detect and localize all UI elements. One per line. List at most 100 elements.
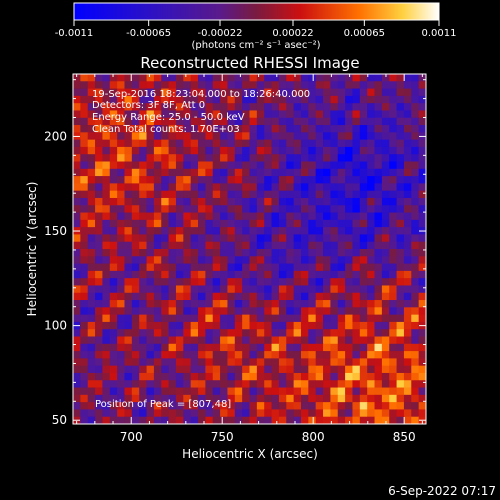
heatmap-cell	[374, 336, 383, 345]
heatmap-cell	[352, 278, 361, 286]
heatmap-cell	[345, 110, 353, 119]
heatmap-cell	[308, 234, 317, 243]
heatmap-cell	[161, 110, 169, 119]
heatmap-cell	[389, 278, 397, 286]
heatmap-cell	[153, 402, 162, 410]
heatmap-cell	[308, 300, 317, 308]
heatmap-cell	[80, 205, 89, 213]
heatmap-cell	[271, 219, 280, 228]
heatmap-cell	[109, 212, 118, 221]
heatmap-cell	[352, 219, 361, 228]
heatmap-cell	[175, 212, 184, 221]
heatmap-cell	[286, 168, 295, 177]
heatmap-cell	[139, 227, 147, 235]
heatmap-cell	[242, 365, 250, 374]
heatmap-cell	[278, 219, 287, 228]
heatmap-cell	[80, 197, 89, 206]
heatmap-cell	[131, 358, 140, 367]
heatmap-cell	[117, 176, 125, 184]
heatmap-cell	[315, 132, 324, 141]
heatmap-cell	[212, 81, 221, 89]
heatmap-cell	[300, 219, 309, 228]
heatmap-cell	[411, 81, 420, 89]
heatmap-cell	[227, 95, 236, 104]
heatmap-cell	[198, 307, 206, 316]
heatmap-cell	[131, 197, 140, 206]
heatmap-cell	[212, 74, 221, 82]
heatmap-cell	[146, 380, 155, 388]
heatmap-cell	[205, 270, 214, 279]
heatmap-cell	[131, 351, 140, 359]
heatmap-cell	[139, 146, 147, 155]
heatmap-cell	[227, 336, 236, 345]
heatmap-cell	[396, 227, 405, 235]
heatmap-cell	[293, 409, 302, 418]
heatmap-cell	[175, 168, 184, 177]
heatmap-cell	[403, 81, 412, 89]
heatmap-cell	[190, 321, 199, 330]
heatmap-cell	[264, 263, 272, 272]
heatmap-cell	[286, 205, 295, 213]
heatmap-cell	[234, 336, 243, 345]
heatmap-cell	[131, 241, 140, 250]
heatmap-cell	[300, 205, 309, 213]
heatmap-cell	[212, 372, 221, 381]
heatmap-cell	[190, 336, 199, 345]
heatmap-cell	[256, 292, 265, 301]
heatmap-cell	[190, 402, 199, 410]
heatmap-cell	[95, 387, 103, 396]
heatmap-cell	[293, 256, 302, 264]
heatmap-cell	[198, 103, 206, 111]
heatmap-cell	[337, 117, 346, 126]
heatmap-cell	[293, 227, 302, 235]
heatmap-cell	[300, 365, 309, 374]
heatmap-cell	[352, 351, 361, 359]
heatmap-cell	[403, 263, 412, 272]
heatmap-cell	[337, 125, 346, 133]
heatmap-cell	[264, 321, 272, 330]
heatmap-cell	[183, 139, 192, 148]
heatmap-cell	[205, 380, 214, 388]
heatmap-cell	[227, 161, 236, 170]
heatmap-cell	[146, 292, 155, 301]
heatmap-cell	[337, 300, 346, 308]
heatmap-cell	[190, 95, 199, 104]
heatmap-cell	[367, 197, 375, 206]
heatmap-cell	[153, 321, 162, 330]
heatmap-cell	[80, 270, 89, 279]
heatmap-cell	[411, 249, 420, 257]
heatmap-cell	[381, 336, 390, 345]
heatmap-cell	[418, 219, 426, 228]
heatmap-cell	[323, 146, 331, 155]
heatmap-cell	[175, 380, 184, 388]
heatmap-cell	[153, 387, 162, 396]
heatmap-cell	[330, 409, 339, 418]
heatmap-cell	[418, 81, 426, 89]
heatmap-cell	[293, 190, 302, 199]
heatmap-cell	[131, 300, 140, 308]
heatmap-cell	[87, 292, 96, 301]
heatmap-cell	[198, 132, 206, 141]
heatmap-cell	[345, 256, 353, 264]
heatmap-cell	[109, 234, 118, 243]
heatmap-cell	[411, 278, 420, 286]
heatmap-cell	[278, 110, 287, 119]
heatmap-cell	[161, 125, 169, 133]
heatmap-cell	[131, 95, 140, 104]
heatmap-cell	[300, 263, 309, 272]
heatmap-cell	[205, 416, 214, 424]
heatmap-cell	[264, 154, 272, 162]
heatmap-cell	[389, 416, 397, 424]
heatmap-cell	[220, 212, 228, 221]
heatmap-cell	[198, 212, 206, 221]
heatmap-cell	[396, 263, 405, 272]
heatmap-cell	[367, 219, 375, 228]
heatmap-cell	[403, 117, 412, 126]
heatmap-cell	[139, 81, 147, 89]
heatmap-cell	[278, 205, 287, 213]
heatmap-cell	[124, 88, 133, 97]
heatmap-cell	[198, 74, 206, 82]
heatmap-cell	[359, 416, 368, 424]
heatmap-cell	[293, 74, 302, 82]
